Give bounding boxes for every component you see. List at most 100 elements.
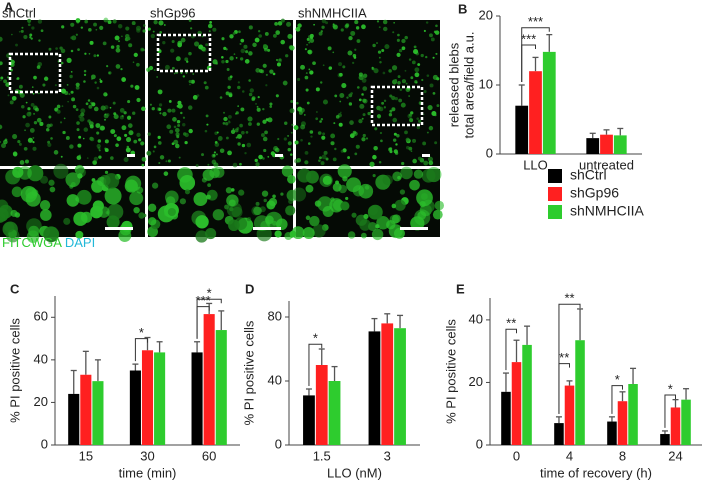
cell-blob [280, 18, 285, 23]
cell-blob [381, 101, 385, 105]
bar [394, 328, 406, 445]
cell-blob [306, 43, 308, 46]
cell-blob [429, 83, 434, 88]
cell-blob [203, 81, 207, 85]
cell-blob [132, 111, 136, 115]
cell-blob [172, 117, 177, 122]
cell-blob [240, 107, 245, 112]
cell-blob [258, 154, 263, 160]
cell-blob [428, 125, 434, 131]
bar [529, 71, 542, 154]
cell-blob [179, 174, 196, 191]
cell-blob [295, 26, 301, 32]
bar [617, 401, 628, 445]
cell-blob [377, 50, 382, 54]
cell-blob [128, 43, 133, 48]
cell-blob [383, 106, 387, 109]
cell-blob [193, 192, 208, 207]
cell-blob [206, 123, 209, 126]
cell-blob [374, 127, 378, 131]
cell-blob [75, 85, 80, 90]
cell-blob [125, 147, 131, 153]
bar [215, 330, 227, 445]
bar [328, 381, 341, 445]
bar [607, 421, 617, 445]
y-axis-label: released blebs [446, 42, 461, 127]
cell-blob [398, 48, 403, 53]
y-tick-label: 20 [479, 7, 493, 22]
cell-blob [332, 51, 335, 54]
cell-blob [393, 132, 397, 136]
cell-blob [105, 93, 108, 96]
bar [586, 138, 600, 154]
panel-label: A [4, 0, 14, 14]
cell-blob [27, 137, 33, 143]
cell-blob [239, 57, 244, 61]
significance-bracket [558, 303, 581, 414]
cell-blob [68, 93, 71, 96]
cell-blob [306, 37, 310, 41]
cell-blob [30, 37, 33, 40]
cell-blob [365, 137, 369, 140]
cell-blob [60, 48, 66, 54]
cell-blob [275, 94, 279, 98]
scale-bar [127, 154, 135, 157]
cell-blob [213, 151, 217, 154]
cell-blob [225, 121, 229, 126]
cell-blob [118, 40, 121, 43]
cell-blob [416, 125, 421, 130]
y-tick-label: 10 [479, 76, 493, 91]
cell-blob [120, 67, 123, 71]
cell-blob [341, 83, 347, 89]
cell-blob [361, 93, 364, 96]
cell-blob [394, 79, 398, 83]
cell-blob [334, 94, 338, 98]
cell-blob [164, 211, 169, 217]
cell-blob [288, 198, 294, 205]
cell-blob [262, 43, 268, 49]
cell-blob [201, 35, 204, 38]
cell-blob [389, 214, 400, 225]
x-tick-label: 1.5 [313, 448, 331, 463]
cell-blob [184, 141, 188, 145]
cell-blob [397, 81, 401, 85]
cell-blob [123, 157, 129, 163]
cell-blob [112, 101, 116, 105]
cell-blob [354, 152, 358, 156]
cell-blob [66, 57, 72, 63]
panel-label: D [245, 281, 254, 296]
cell-blob [168, 100, 172, 103]
cell-blob [91, 178, 96, 182]
cell-blob [274, 230, 282, 238]
cell-blob [320, 30, 323, 33]
bar [613, 135, 627, 154]
cell-blob [65, 172, 81, 188]
cell-blob [6, 229, 20, 243]
cell-blob [215, 153, 218, 156]
cell-blob [332, 182, 342, 192]
cell-blob [43, 226, 60, 243]
cell-blob [282, 80, 288, 86]
cell-blob [372, 174, 376, 178]
cell-blob [395, 143, 398, 146]
cell-blob [201, 177, 207, 183]
cell-blob [69, 74, 73, 79]
cell-blob [340, 28, 344, 32]
cell-blob [378, 106, 384, 112]
cell-blob [69, 144, 74, 149]
cell-blob [330, 141, 335, 146]
cell-blob [319, 120, 322, 123]
cell-blob [163, 171, 169, 176]
cell-blob [141, 156, 147, 162]
bar [80, 374, 92, 445]
bar [660, 434, 670, 445]
significance-label: *** [521, 31, 536, 46]
cell-blob [300, 138, 303, 142]
cell-blob [121, 125, 127, 131]
cell-blob [23, 146, 28, 151]
cell-blob [93, 156, 99, 162]
cell-blob [240, 38, 245, 43]
cell-blob [434, 200, 444, 211]
cell-blob [127, 100, 131, 104]
cell-blob [226, 68, 230, 71]
